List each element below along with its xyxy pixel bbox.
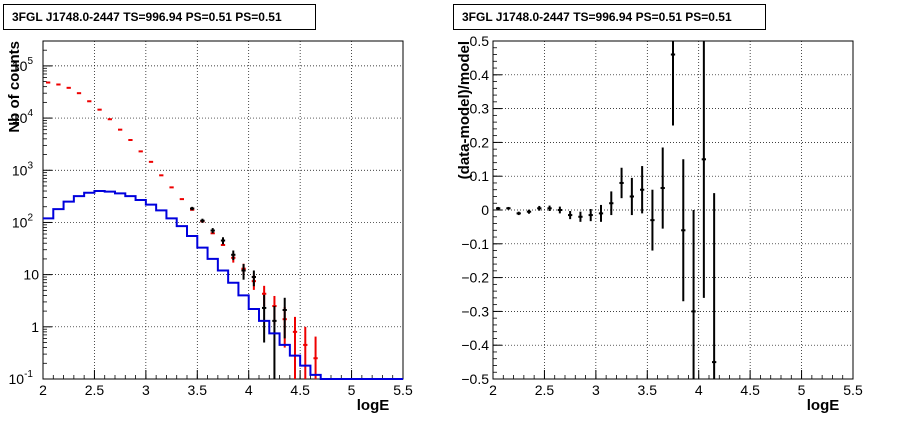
- y-tick-label: 0.2: [470, 134, 490, 150]
- y-tick-label: −0.3: [461, 303, 489, 319]
- chart-title-right: 3FGL J1748.0-2447 TS=996.94 PS=0.51 PS=0…: [453, 4, 766, 30]
- x-tick-label: 5: [798, 382, 806, 398]
- x-tick-label: 2: [489, 382, 497, 398]
- y-tick-label: 0: [481, 202, 489, 218]
- y-tick-label: 0.4: [470, 67, 490, 83]
- x-tick-label: 4: [695, 382, 703, 398]
- x-tick-label: 3.5: [638, 382, 658, 398]
- y-tick-label: −0.2: [461, 270, 489, 286]
- y-tick-label: −0.4: [461, 337, 489, 353]
- y-tick-label: 1: [31, 319, 39, 335]
- x-tick-label: 2.5: [85, 382, 105, 398]
- x-tick-label: 5.5: [393, 382, 413, 398]
- plot-frame: [42, 40, 404, 380]
- model-histogram: [43, 190, 403, 380]
- x-tick-label: 3: [592, 382, 600, 398]
- x-axis-label: logE: [807, 397, 840, 414]
- y-tick-label: 103: [12, 160, 34, 178]
- y-axis-label: (data-model)/model: [456, 41, 473, 179]
- y-tick-label: 0.1: [470, 168, 490, 184]
- x-axis-label: logE: [357, 397, 390, 414]
- x-tick-label: 2: [39, 382, 47, 398]
- y-tick-label: 104: [12, 108, 34, 126]
- y-tick-label: 0.3: [470, 101, 490, 117]
- y-tick-label: 10: [23, 267, 39, 283]
- y-axis-label: Nb of counts: [6, 41, 23, 133]
- x-tick-label: 3.5: [188, 382, 208, 398]
- x-tick-label: 3: [142, 382, 150, 398]
- y-tick-label: 102: [12, 212, 34, 230]
- y-tick-label: 0.5: [470, 33, 490, 49]
- x-tick-label: 5.5: [843, 382, 863, 398]
- residuals-plot: 2 2.5 3 3.5 4 4.5 5 5.5 −0.5 −0.4 −0.3 −0.2 −0.1 0 0.1…: [456, 33, 863, 414]
- x-tick-label: 4.5: [290, 382, 310, 398]
- x-tick-label: 4.5: [740, 382, 760, 398]
- y-tick-label: 10-1: [9, 369, 34, 387]
- x-tick-label: 2.5: [535, 382, 555, 398]
- counts-plot: 2 2.5 3 3.5 4 4.5 5 5.5 10-1 1 10 102 103 104 105 logE N…: [6, 40, 413, 414]
- chart-title-left: 3FGL J1748.0-2447 TS=996.94 PS=0.51 PS=0…: [3, 4, 316, 30]
- y-tick-label: −0.5: [461, 371, 489, 387]
- x-tick-label: 5: [348, 382, 356, 398]
- y-tick-label: 105: [12, 56, 34, 74]
- x-tick-label: 4: [245, 382, 253, 398]
- y-tick-label: −0.1: [461, 236, 489, 252]
